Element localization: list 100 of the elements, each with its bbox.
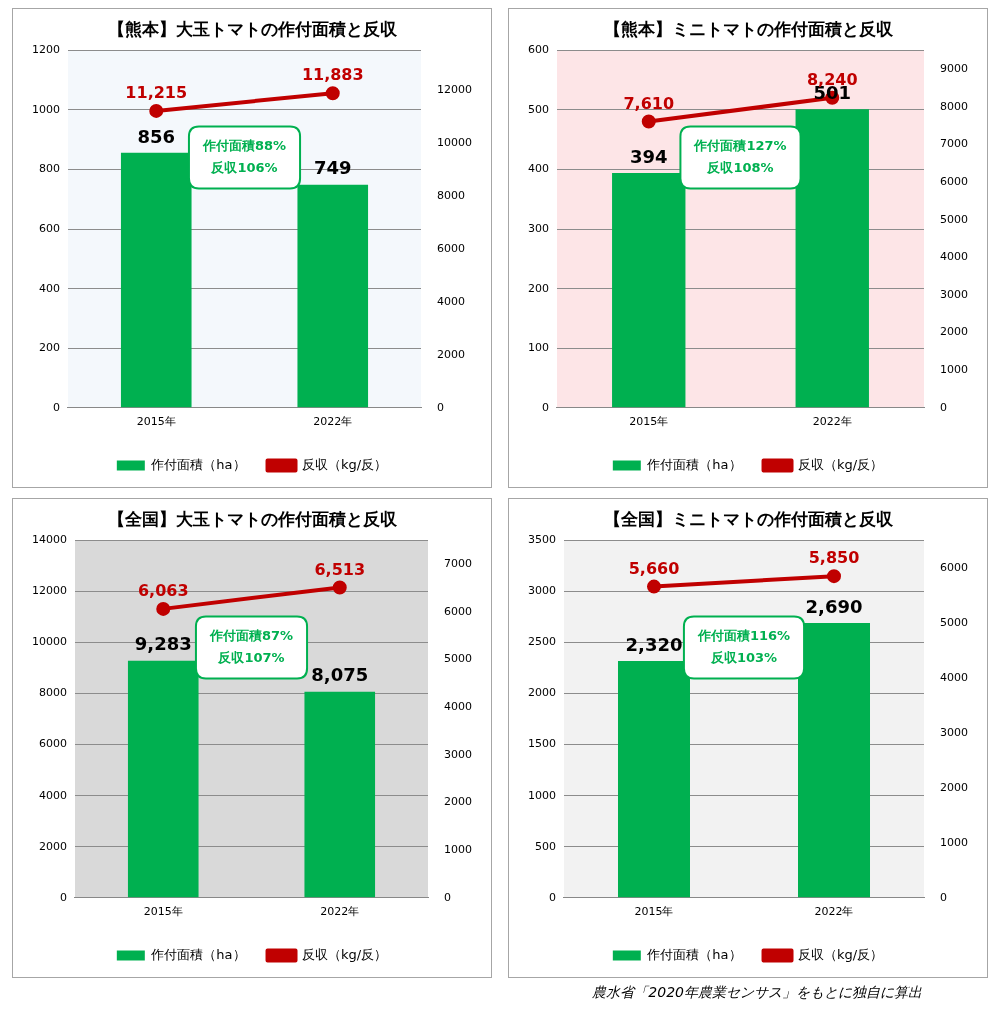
annotation: 作付面積127%: [693, 137, 787, 153]
y2-tick-label: 4000: [444, 700, 473, 714]
y-tick-label: 6000: [38, 737, 67, 751]
y2-tick-label: 9000: [940, 62, 969, 76]
y-tick-label: 500: [528, 102, 549, 116]
y2-tick-label: 6000: [940, 560, 969, 574]
y-tick-label: 200: [38, 341, 60, 355]
y2-tick-label: 6000: [437, 241, 466, 255]
y-tick-label: 2000: [527, 686, 556, 700]
y2-tick-label: 5000: [940, 615, 969, 629]
y-tick-label: 400: [38, 281, 60, 295]
chart-title: 【全国】大玉トマトの作付面積と反収: [107, 508, 398, 529]
annotation: 作付面積87%: [208, 627, 294, 643]
y-tick-label: 600: [528, 43, 549, 57]
data-label: 6,063: [137, 581, 189, 601]
data-label: 856: [137, 125, 176, 147]
legend-label: 反収（kg/反）: [798, 456, 884, 472]
data-label: 6,513: [314, 559, 366, 579]
y-tick-label: 500: [534, 839, 556, 853]
y-tick-label: 200: [528, 281, 549, 295]
legend-label: 反収（kg/反）: [798, 946, 884, 962]
y-tick-label: 8000: [38, 686, 67, 700]
y-tick-label: 14000: [31, 533, 67, 547]
y2-tick-label: 8000: [437, 188, 466, 202]
data-label: 394: [629, 145, 668, 167]
legend-label: 作付面積（ha）: [646, 946, 742, 962]
y2-tick-label: 0: [444, 890, 452, 904]
chart-title: 【全国】ミニトマトの作付面積と反収: [603, 508, 894, 529]
y-tick-label: 0: [59, 890, 67, 904]
y-tick-label: 100: [528, 341, 549, 355]
data-label: 11,883: [301, 65, 364, 85]
y-tick-label: 10000: [31, 635, 67, 649]
y2-tick-label: 1000: [940, 835, 969, 849]
y2-tick-label: 0: [940, 890, 948, 904]
y-tick-label: 2500: [527, 635, 556, 649]
data-label: 8,075: [311, 664, 369, 686]
annotation: 作付面積88%: [201, 137, 287, 153]
y2-tick-label: 3000: [444, 747, 473, 761]
x-tick-label: 2022年: [814, 905, 854, 919]
y2-tick-label: 4000: [437, 294, 466, 308]
y-tick-label: 3000: [527, 584, 556, 598]
y2-tick-label: 2000: [444, 795, 473, 809]
x-tick-label: 2015年: [629, 415, 669, 429]
annotation: 反収103%: [709, 649, 778, 665]
x-tick-label: 2022年: [320, 905, 360, 919]
x-tick-label: 2022年: [313, 415, 353, 429]
x-tick-label: 2015年: [136, 415, 176, 429]
y-tick-label: 0: [548, 890, 556, 904]
legend-label: 作付面積（ha）: [150, 946, 246, 962]
y-tick-label: 1500: [527, 737, 556, 751]
y-tick-label: 1000: [31, 102, 60, 116]
y2-tick-label: 4000: [940, 670, 969, 684]
y2-tick-label: 0: [437, 400, 445, 414]
y2-tick-label: 12000: [437, 82, 473, 96]
x-tick-label: 2015年: [143, 905, 183, 919]
y-tick-label: 0: [542, 400, 549, 414]
y2-tick-label: 2000: [940, 780, 969, 794]
legend-label: 作付面積（ha）: [646, 456, 742, 472]
y-tick-label: 1000: [527, 788, 556, 802]
y2-tick-label: 5000: [940, 212, 969, 226]
y2-tick-label: 6000: [940, 174, 969, 188]
y2-tick-label: 0: [940, 400, 948, 414]
y2-tick-label: 3000: [940, 725, 969, 739]
annotation: 反収108%: [706, 159, 774, 175]
y-tick-label: 3500: [527, 533, 556, 547]
chart-title: 【熊本】ミニトマトの作付面積と反収: [603, 18, 894, 39]
x-tick-label: 2022年: [812, 415, 852, 429]
text: 農水省「2020年農業センサス」をもとに独自に算出: [591, 984, 922, 1002]
y2-tick-label: 7000: [940, 137, 969, 151]
y2-tick-label: 1000: [444, 843, 473, 857]
y2-tick-label: 2000: [437, 347, 466, 361]
y2-tick-label: 6000: [444, 604, 473, 618]
y2-tick-label: 3000: [940, 287, 969, 301]
y2-tick-label: 10000: [437, 135, 473, 149]
data-label: 11,215: [125, 83, 188, 103]
y-tick-label: 400: [528, 162, 549, 176]
legend-label: 反収（kg/反）: [302, 946, 388, 962]
y-tick-label: 800: [38, 162, 60, 176]
y2-tick-label: 4000: [940, 250, 969, 264]
y-tick-label: 600: [38, 221, 60, 235]
data-label: 749: [313, 157, 352, 179]
data-label: 2,690: [805, 595, 863, 617]
y2-tick-label: 2000: [940, 325, 969, 339]
data-label: 7,610: [623, 93, 675, 113]
legend-label: 反収（kg/反）: [302, 456, 388, 472]
y2-tick-label: 1000: [940, 363, 969, 377]
data-label: 9,283: [134, 633, 192, 655]
y-tick-label: 4000: [38, 788, 67, 802]
data-label: 2,320: [625, 633, 683, 655]
y-tick-label: 0: [52, 400, 60, 414]
data-label: 5,660: [628, 558, 680, 578]
legend-label: 作付面積（ha）: [150, 456, 246, 472]
y2-tick-label: 7000: [444, 557, 473, 571]
data-label: 5,850: [808, 548, 860, 568]
y-tick-label: 300: [528, 221, 549, 235]
annotation: 作付面積116%: [696, 627, 791, 643]
y-tick-label: 12000: [31, 584, 67, 598]
annotation: 反収107%: [217, 649, 285, 665]
x-tick-label: 2015年: [634, 905, 674, 919]
y2-tick-label: 8000: [940, 99, 969, 113]
